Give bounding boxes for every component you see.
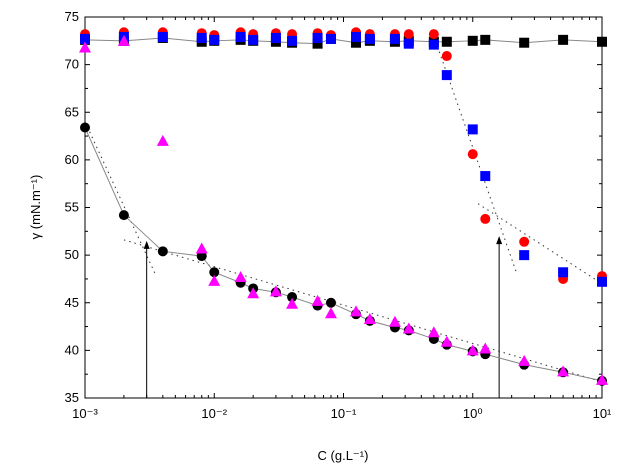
y-tick-label: 50 xyxy=(65,247,79,262)
data-point-triangle xyxy=(156,134,169,146)
data-point-triangle xyxy=(286,297,299,309)
data-point-triangle xyxy=(427,326,440,338)
data-point-square xyxy=(235,32,246,43)
data-point-circle xyxy=(325,297,336,308)
data-point-square xyxy=(480,34,491,45)
data-point-triangle xyxy=(311,294,324,306)
arrow-head xyxy=(496,236,503,245)
data-point-triangle xyxy=(324,307,337,319)
data-point-square xyxy=(389,33,400,44)
data-point-triangle xyxy=(195,242,208,254)
data-point-triangle xyxy=(269,285,282,297)
data-point-square xyxy=(441,70,452,81)
data-point-circle xyxy=(441,51,452,62)
data-point-square xyxy=(80,33,90,44)
data-point-circle xyxy=(480,213,491,224)
data-point-square xyxy=(351,32,362,43)
data-point-triangle xyxy=(247,287,260,299)
data-point-circle xyxy=(467,149,478,160)
data-point-triangle xyxy=(350,305,363,317)
data-point-square xyxy=(287,35,298,46)
data-point-square xyxy=(351,37,362,48)
x-axis-label: C (g.L⁻¹) xyxy=(318,448,369,463)
series-line-3 xyxy=(84,127,603,382)
data-point-triangle xyxy=(466,344,479,356)
data-point-circle xyxy=(118,210,129,221)
data-point-triangle xyxy=(557,365,570,377)
data-point-square xyxy=(270,32,281,43)
data-point-triangle xyxy=(479,342,492,354)
data-point-square xyxy=(558,34,569,45)
data-point-triangle xyxy=(363,312,376,324)
data-point-circle xyxy=(287,292,298,303)
data-point-square xyxy=(597,276,607,287)
y-tick-label: 45 xyxy=(65,295,79,310)
x-tick-label: 10⁰ xyxy=(463,406,483,421)
fit-line xyxy=(123,239,603,383)
data-point-square xyxy=(467,124,478,135)
data-point-triangle xyxy=(402,322,415,334)
data-point-triangle xyxy=(117,34,130,46)
data-point-square xyxy=(209,34,220,45)
y-tick-label: 40 xyxy=(65,342,79,357)
data-point-square xyxy=(428,39,439,50)
data-point-square xyxy=(519,37,530,48)
arrow-head xyxy=(143,240,150,249)
data-point-square xyxy=(312,38,323,49)
data-point-circle xyxy=(196,251,207,262)
data-point-square xyxy=(325,33,336,44)
x-tick-label: 10¹ xyxy=(593,406,612,421)
fit-line xyxy=(433,35,518,275)
data-point-square xyxy=(519,250,530,261)
y-tick-label: 60 xyxy=(65,152,79,167)
data-point-triangle xyxy=(234,271,247,283)
data-point-circle xyxy=(157,246,168,257)
y-tick-label: 35 xyxy=(65,390,79,405)
data-point-circle xyxy=(403,29,414,40)
data-point-square xyxy=(157,32,168,43)
x-tick-label: 10⁻¹ xyxy=(331,406,357,421)
data-point-square xyxy=(312,32,323,43)
data-point-triangle xyxy=(79,41,91,53)
data-point-square xyxy=(248,34,259,45)
data-point-square xyxy=(597,36,607,47)
data-point-circle xyxy=(428,29,439,40)
data-point-circle xyxy=(519,236,530,247)
data-point-triangle xyxy=(388,315,401,327)
data-point-triangle xyxy=(208,274,221,286)
data-point-triangle xyxy=(518,354,531,366)
data-point-triangle xyxy=(596,373,608,385)
y-tick-label: 75 xyxy=(65,9,79,24)
plot-frame xyxy=(84,16,603,399)
data-point-square xyxy=(467,35,478,46)
y-axis-label: γ (mN.m⁻¹) xyxy=(28,175,43,240)
data-point-triangle xyxy=(440,335,453,347)
data-point-square xyxy=(403,38,414,49)
x-tick-label: 10⁻³ xyxy=(72,406,98,421)
x-tick-label: 10⁻² xyxy=(201,406,227,421)
series-line-0 xyxy=(84,37,603,45)
fit-line xyxy=(84,121,156,275)
data-point-circle xyxy=(80,122,90,133)
data-point-square xyxy=(480,171,491,182)
y-tick-label: 55 xyxy=(65,200,79,215)
data-point-square xyxy=(441,36,452,47)
data-point-circle xyxy=(209,267,220,278)
y-tick-label: 65 xyxy=(65,104,79,119)
data-point-square xyxy=(196,32,207,43)
y-tick-label: 70 xyxy=(65,57,79,72)
data-point-square xyxy=(558,267,569,278)
data-point-square xyxy=(364,33,375,44)
